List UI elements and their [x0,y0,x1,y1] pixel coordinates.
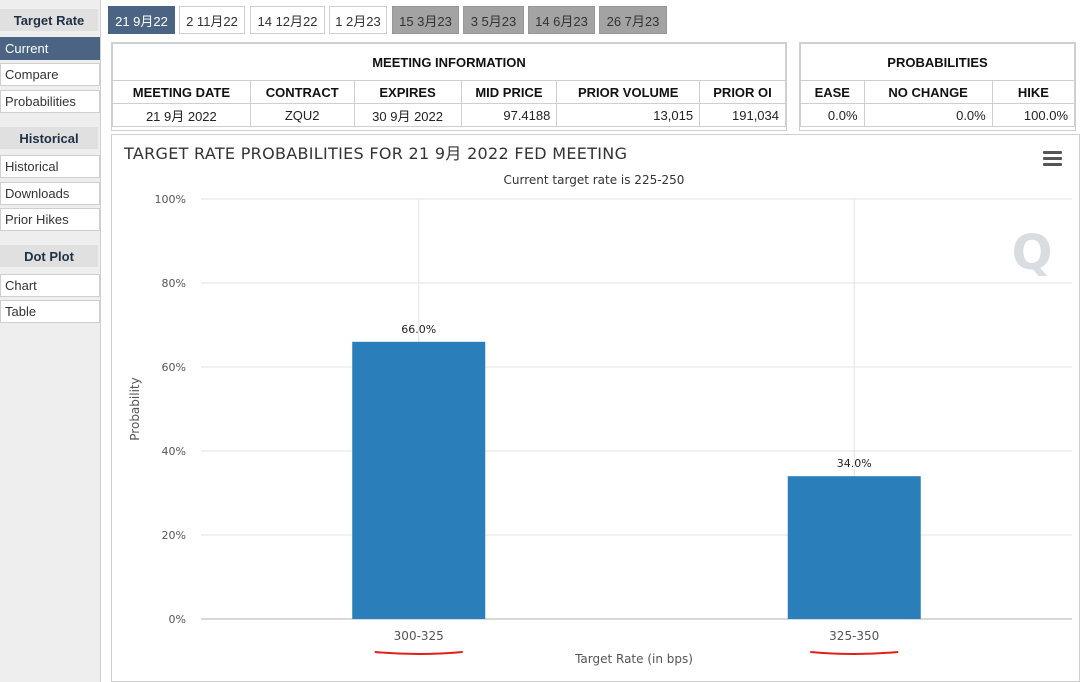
col-header-ease: EASE [801,81,865,104]
col-header-mid-price: MID PRICE [461,81,557,104]
sidebar-item-probabilities[interactable]: Probabilities [0,90,100,113]
contract-value: ZQU2 [250,104,354,127]
y-tick-label: 40% [162,445,186,458]
table-row: 0.0% 0.0% 100.0% [801,104,1075,127]
sidebar-item-historical[interactable]: Historical [0,155,100,178]
sidebar-item-chart[interactable]: Chart [0,274,100,297]
probabilities-panel: PROBABILITIES EASE NO CHANGE HIKE 0.0% 0… [799,42,1076,131]
meeting-info-panel: MEETING INFORMATION MEETING DATE CONTRAC… [111,42,787,131]
col-header-expires: EXPIRES [354,81,461,104]
y-tick-label: 80% [162,277,186,290]
sidebar-header-dot-plot: Dot Plot [0,245,98,267]
x-axis-label: Target Rate (in bps) [574,652,693,666]
col-header-contract: CONTRACT [250,81,354,104]
y-tick-label: 0% [169,613,186,626]
col-header-hike: HIKE [992,81,1074,104]
chart-panel: TARGET RATE PROBABILITIES FOR 21 9月 2022… [111,134,1080,682]
red-underline-annotation [810,652,898,654]
tab-meeting-0[interactable]: 21 9月22 [108,6,175,34]
tab-meeting-4[interactable]: 15 3月23 [392,6,459,34]
col-header-prior-oi: PRIOR OI [700,81,786,104]
sidebar-item-current[interactable]: Current [0,37,100,60]
prior-oi-value: 191,034 [700,104,786,127]
sidebar-item-prior-hikes[interactable]: Prior Hikes [0,208,100,231]
y-axis-label: Probability [128,377,142,440]
sidebar-header-historical: Historical [0,127,98,149]
y-tick-label: 60% [162,361,186,374]
red-underline-annotation [375,652,463,654]
meeting-info-table: MEETING INFORMATION MEETING DATE CONTRAC… [112,43,786,127]
chart-title: TARGET RATE PROBABILITIES FOR 21 9月 2022… [123,144,627,163]
q-logo-icon: Q [1012,225,1053,281]
x-tick-label: 300-325 [394,629,444,643]
chart-subtitle: Current target rate is 225-250 [504,173,685,187]
col-header-prior-volume: PRIOR VOLUME [557,81,700,104]
tab-meeting-7[interactable]: 26 7月23 [599,6,667,34]
bar-data-label: 34.0% [837,457,872,470]
hike-value: 100.0% [992,104,1074,127]
sidebar-item-downloads[interactable]: Downloads [0,182,100,205]
y-tick-label: 20% [162,529,186,542]
no-change-value: 0.0% [864,104,992,127]
tab-meeting-2[interactable]: 14 12月22 [250,6,325,34]
tab-meeting-3[interactable]: 1 2月23 [329,6,387,34]
expires-value: 30 9月 2022 [354,104,461,127]
tab-meeting-1[interactable]: 2 11月22 [179,6,245,34]
tab-meeting-6[interactable]: 14 6月23 [528,6,595,34]
sidebar-item-table[interactable]: Table [0,300,100,323]
table-row: 21 9月 2022 ZQU2 30 9月 2022 97.4188 13,01… [113,104,786,127]
bar-data-label: 66.0% [401,323,436,336]
sidebar-item-compare[interactable]: Compare [0,63,100,86]
sidebar: Target Rate Current Compare Probabilitie… [0,0,101,682]
bar-300-325 [352,342,485,619]
sidebar-header-target-rate: Target Rate [0,9,98,31]
col-header-no-change: NO CHANGE [864,81,992,104]
col-header-meeting-date: MEETING DATE [113,81,251,104]
tab-meeting-5[interactable]: 3 5月23 [463,6,524,34]
prior-volume-value: 13,015 [557,104,700,127]
meeting-date-value: 21 9月 2022 [113,104,251,127]
target-rate-probability-chart: TARGET RATE PROBABILITIES FOR 21 9月 2022… [112,135,1079,681]
probabilities-title: PROBABILITIES [801,44,1075,81]
meeting-info-title: MEETING INFORMATION [113,44,786,81]
probabilities-table: PROBABILITIES EASE NO CHANGE HIKE 0.0% 0… [800,43,1075,127]
bar-325-350 [788,476,921,619]
x-tick-label: 325-350 [829,629,879,643]
mid-price-value: 97.4188 [461,104,557,127]
y-tick-label: 100% [155,193,186,206]
ease-value: 0.0% [801,104,865,127]
